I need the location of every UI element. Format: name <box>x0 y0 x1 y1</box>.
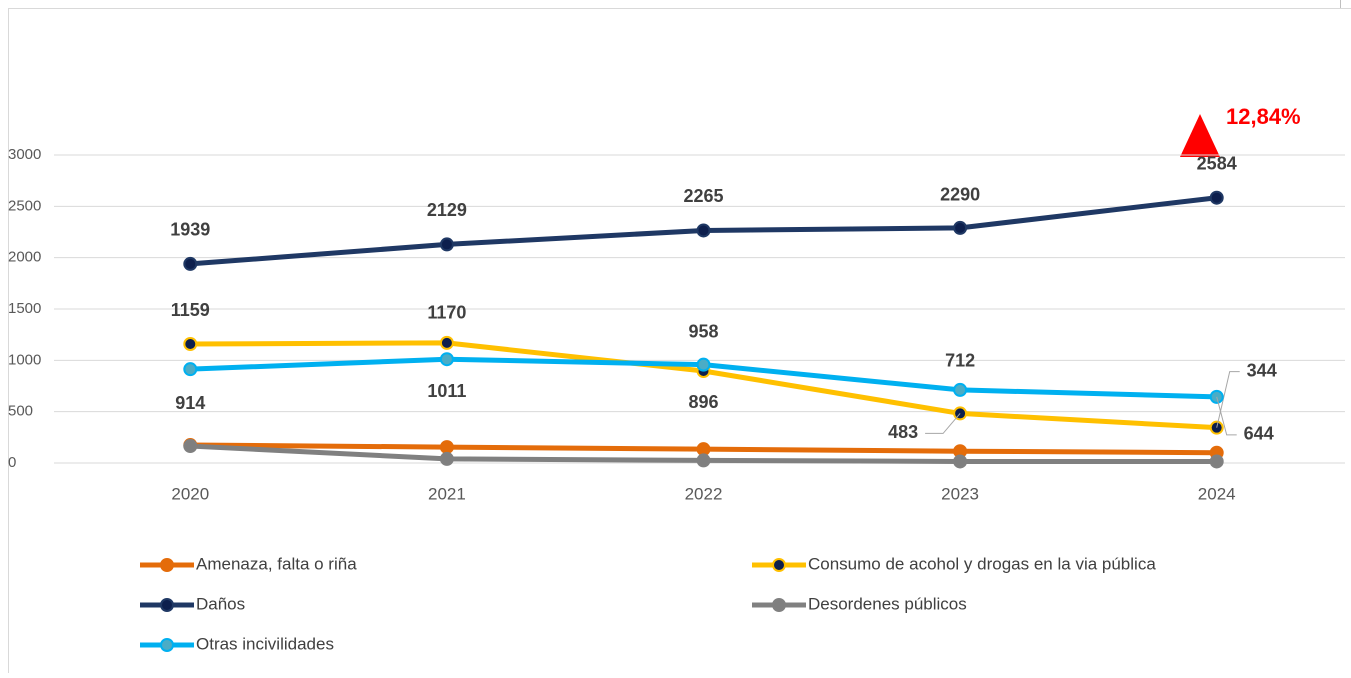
annotation: 12,84% <box>1226 104 1301 129</box>
data-label: 914 <box>175 393 205 413</box>
marker <box>184 258 196 270</box>
marker <box>441 337 453 349</box>
y-tick-label: 1500 <box>8 300 41 317</box>
data-label: 2584 <box>1197 153 1237 173</box>
y-tick-label: 0 <box>8 454 16 471</box>
legend-marker <box>161 599 173 611</box>
y-tick-label: 1000 <box>8 351 41 368</box>
data-label: 2290 <box>940 185 980 205</box>
data-label: 1170 <box>427 303 466 323</box>
marker <box>441 441 453 453</box>
y-tick-label: 500 <box>8 403 33 420</box>
up-triangle <box>1180 114 1220 157</box>
x-tick-label: 2024 <box>1198 484 1236 503</box>
y-tick-label: 2500 <box>8 197 41 214</box>
legend-label: Desordenes públicos <box>808 594 967 613</box>
legend-label: Consumo de acohol y drogas en la via púb… <box>808 554 1156 573</box>
data-label: 483 <box>888 422 918 442</box>
x-tick-label: 2023 <box>941 484 979 503</box>
data-label: 1011 <box>427 381 466 401</box>
legend-label: Daños <box>196 594 245 613</box>
data-label: 644 <box>1244 424 1274 444</box>
marker <box>441 238 453 250</box>
legend-label: Amenaza, falta o riña <box>196 554 357 573</box>
series-line <box>190 343 1216 428</box>
legend-marker <box>161 559 173 571</box>
legend-marker <box>773 599 785 611</box>
data-label: 712 <box>945 351 975 371</box>
marker <box>441 453 453 465</box>
marker <box>698 454 710 466</box>
marker <box>1211 192 1223 204</box>
marker <box>184 440 196 452</box>
legend-marker <box>161 639 173 651</box>
marker <box>698 359 710 371</box>
marker <box>698 224 710 236</box>
data-label: 2265 <box>683 186 723 206</box>
marker <box>1211 455 1223 467</box>
data-label: 1939 <box>170 220 210 240</box>
data-label: 2129 <box>427 200 467 220</box>
marker <box>954 384 966 396</box>
marker <box>954 222 966 234</box>
marker <box>184 338 196 350</box>
marker <box>441 353 453 365</box>
marker <box>954 455 966 467</box>
data-label: 958 <box>688 321 718 341</box>
legend-marker <box>773 559 785 571</box>
x-tick-label: 2022 <box>685 484 723 503</box>
x-tick-label: 2021 <box>428 484 466 503</box>
marker <box>184 363 196 375</box>
data-label: 896 <box>688 392 718 412</box>
data-label: 344 <box>1247 360 1277 380</box>
y-tick-label: 2000 <box>8 249 41 266</box>
y-tick-label: 3000 <box>8 146 41 163</box>
data-label: 1159 <box>171 300 210 320</box>
legend-label: Otras incivilidades <box>196 634 334 653</box>
marker <box>698 443 710 455</box>
x-tick-label: 2020 <box>171 484 209 503</box>
